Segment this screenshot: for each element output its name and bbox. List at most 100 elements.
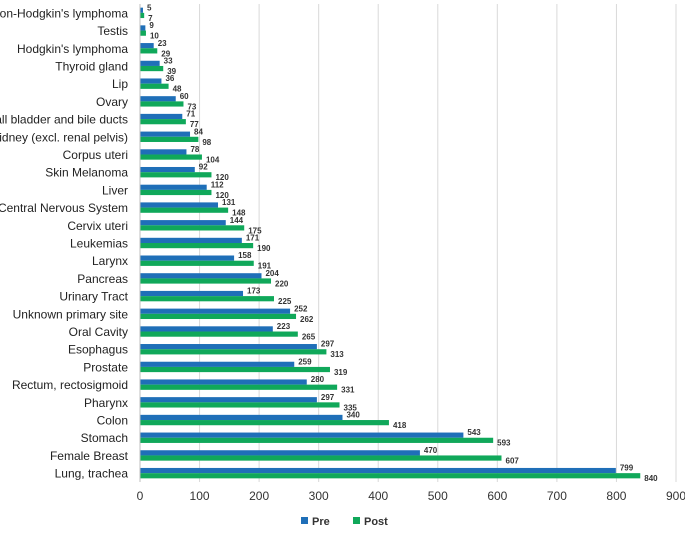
bar-pre-lip — [140, 78, 162, 84]
category-label-rectum-rectosigmoid: Rectum, rectosigmoid — [12, 378, 128, 392]
bar-post-larynx — [140, 260, 254, 266]
bar-post-urinary-tract — [140, 296, 274, 302]
data-label-post-unknown-primary-site: 262 — [300, 315, 314, 324]
data-label-pre-pancreas: 204 — [265, 269, 279, 278]
gridlines — [199, 4, 677, 482]
x-tick-label-500: 500 — [428, 489, 448, 503]
bar-post-colon — [140, 420, 389, 426]
category-label-colon: Colon — [97, 414, 128, 428]
data-label-pre-hodgkin-s-lymphoma: 23 — [158, 39, 167, 48]
bar-post-testis — [140, 30, 146, 36]
category-label-non-hodgkin-s-lymphoma: Non-Hodgkin's lymphoma — [0, 6, 128, 20]
bar-pre-pancreas — [140, 273, 262, 279]
legend-label-pre: Pre — [312, 516, 330, 528]
data-label-post-lip: 48 — [173, 85, 182, 94]
data-label-pre-lung-trachea: 799 — [620, 464, 634, 473]
data-label-pre-lip: 36 — [165, 74, 174, 83]
data-labels: 5791023293339364860737177849878104921201… — [147, 3, 658, 483]
bar-pre-esophagus — [140, 344, 317, 350]
data-label-post-liver: 120 — [215, 191, 229, 200]
data-label-post-non-hodgkin-s-lymphoma: 7 — [148, 14, 153, 23]
data-label-post-rectum-rectosigmoid: 331 — [341, 386, 355, 395]
category-label-kidney-excl-renal-pelvis: Kidney (excl. renal pelvis) — [0, 130, 128, 144]
category-labels: Non-Hodgkin's lymphoma Testis Hodgkin's ly… — [0, 6, 129, 480]
category-label-skin-melanoma: Skin Melanoma — [45, 166, 128, 180]
category-label-stomach: Stomach — [81, 431, 128, 445]
data-label-post-pancreas: 220 — [275, 279, 289, 288]
data-label-pre-esophagus: 297 — [321, 340, 335, 349]
data-label-pre-larynx: 158 — [238, 251, 252, 260]
bar-post-non-hodgkin-s-lymphoma — [140, 12, 145, 19]
x-tick-label-200: 200 — [249, 489, 269, 503]
data-label-post-testis: 10 — [150, 32, 159, 41]
bar-pre-stomach — [140, 432, 464, 438]
category-label-unknown-primary-site: Unknown primary site — [13, 307, 129, 321]
x-tick-label-600: 600 — [487, 489, 507, 503]
data-label-pre-rectum-rectosigmoid: 280 — [311, 375, 325, 384]
bar-post-skin-melanoma — [140, 172, 212, 178]
data-label-pre-colon: 340 — [346, 411, 360, 420]
bar-pre-testis — [140, 25, 146, 31]
data-label-pre-prostate: 259 — [298, 357, 312, 366]
category-label-liver: Liver — [102, 183, 128, 197]
data-label-post-esophagus: 313 — [330, 350, 344, 359]
category-label-gall-bladder-and-bile-ducts: Gall bladder and bile ducts — [0, 113, 128, 127]
category-label-larynx: Larynx — [92, 254, 128, 268]
data-label-pre-stomach: 543 — [467, 428, 481, 437]
category-label-thyroid-gland: Thyroid gland — [55, 59, 128, 73]
data-label-post-prostate: 319 — [334, 368, 348, 377]
bar-pre-kidney-excl-renal-pelvis — [140, 131, 191, 137]
data-label-post-leukemias: 190 — [257, 244, 271, 253]
category-label-oral-cavity: Oral Cavity — [69, 325, 128, 339]
bar-post-gall-bladder-and-bile-ducts — [140, 119, 186, 125]
bar-pre-oral-cavity — [140, 326, 273, 332]
data-label-pre-ovary: 60 — [180, 92, 189, 101]
data-label-pre-oral-cavity: 223 — [277, 322, 291, 331]
bar-post-lip — [140, 83, 169, 89]
data-label-post-colon: 418 — [393, 421, 407, 430]
bar-post-liver — [140, 189, 212, 196]
data-label-post-urinary-tract: 225 — [278, 297, 292, 306]
legend-swatch-post — [353, 517, 360, 524]
data-label-post-central-nervous-system: 148 — [232, 209, 246, 218]
data-label-post-corpus-uteri: 104 — [206, 155, 220, 164]
data-label-pre-pharynx: 297 — [321, 393, 335, 402]
bar-pre-urinary-tract — [140, 290, 244, 297]
data-label-pre-leukemias: 171 — [246, 234, 260, 243]
data-label-pre-testis: 9 — [149, 21, 154, 30]
bar-post-hodgkin-s-lymphoma — [140, 48, 158, 54]
bar-pre-hodgkin-s-lymphoma — [140, 43, 154, 49]
x-axis: 0 100 200 300 400 500 600 700 800 900 — [137, 4, 685, 503]
bar-post-pharynx — [140, 402, 340, 408]
bar-post-esophagus — [140, 349, 327, 355]
data-label-post-cervix-uteri: 175 — [248, 226, 262, 235]
category-label-cervix-uteri: Cervix uteri — [67, 219, 128, 233]
data-label-post-gall-bladder-and-bile-ducts: 77 — [190, 120, 199, 129]
bar-post-ovary — [140, 101, 184, 107]
bar-post-female-breast — [140, 455, 502, 461]
category-label-leukemias: Leukemias — [70, 237, 128, 251]
bar-pre-central-nervous-system — [140, 202, 219, 208]
category-label-lip: Lip — [112, 77, 128, 91]
x-tick-label-400: 400 — [368, 489, 388, 503]
x-tick-label-700: 700 — [547, 489, 567, 503]
data-label-pre-female-breast: 470 — [424, 446, 438, 455]
data-label-post-oral-cavity: 265 — [302, 333, 316, 342]
category-label-esophagus: Esophagus — [68, 343, 128, 357]
bar-pre-corpus-uteri — [140, 149, 187, 155]
category-label-central-nervous-system: Central Nervous System — [0, 201, 128, 215]
data-label-post-lung-trachea: 840 — [644, 474, 658, 483]
category-label-pancreas: Pancreas — [77, 272, 128, 286]
data-label-pre-urinary-tract: 173 — [247, 287, 261, 296]
bar-pre-skin-melanoma — [140, 166, 195, 173]
bars — [140, 7, 641, 479]
legend-swatch-pre — [301, 517, 308, 524]
category-label-hodgkin-s-lymphoma: Hodgkin's lymphoma — [17, 42, 128, 56]
bar-post-prostate — [140, 366, 330, 373]
data-label-post-female-breast: 607 — [506, 456, 520, 465]
data-label-post-kidney-excl-renal-pelvis: 98 — [202, 138, 211, 147]
data-label-pre-unknown-primary-site: 252 — [294, 304, 308, 313]
category-label-corpus-uteri: Corpus uteri — [63, 148, 128, 162]
bar-pre-unknown-primary-site — [140, 308, 291, 314]
